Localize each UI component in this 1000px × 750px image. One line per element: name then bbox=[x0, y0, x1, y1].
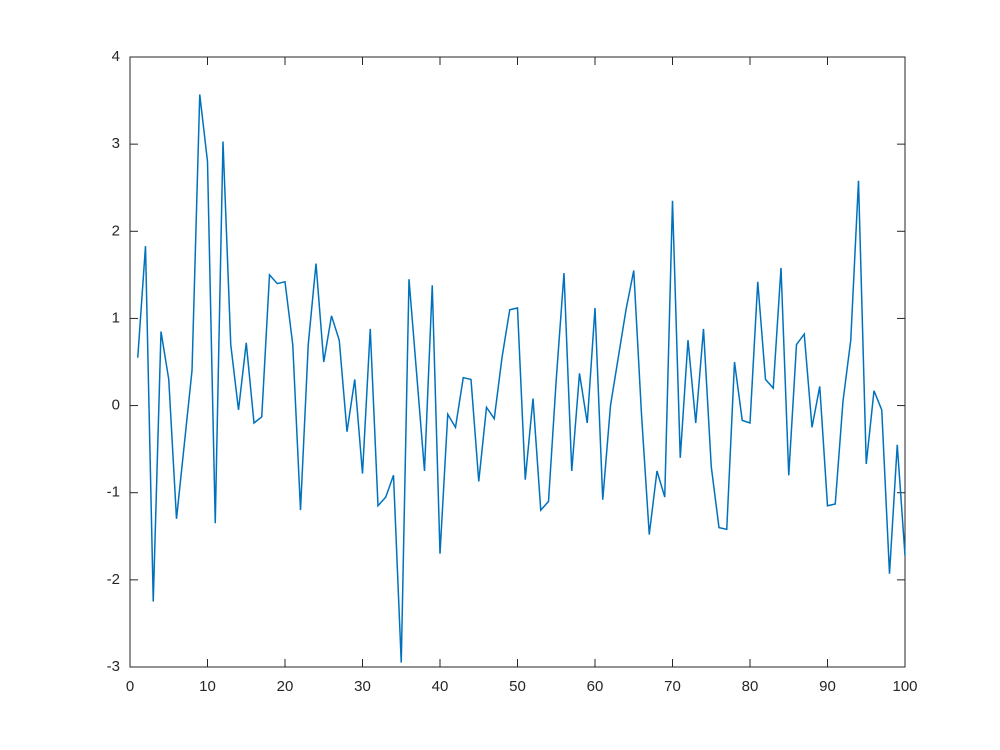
y-tick-label: 2 bbox=[112, 222, 120, 239]
x-tick-label: 40 bbox=[432, 678, 449, 695]
y-tick-label: 4 bbox=[112, 48, 120, 65]
x-tick-label: 0 bbox=[126, 678, 134, 695]
y-tick-label: 3 bbox=[112, 135, 120, 152]
x-tick-label: 80 bbox=[742, 678, 759, 695]
x-tick-label: 90 bbox=[819, 678, 836, 695]
y-tick-label: -1 bbox=[107, 484, 120, 501]
y-tick-label: -3 bbox=[107, 658, 120, 675]
y-tick-label: -2 bbox=[107, 571, 120, 588]
data-line bbox=[137, 94, 906, 663]
x-tick-label: 30 bbox=[354, 678, 371, 695]
y-tick-label: 0 bbox=[112, 397, 120, 414]
x-tick-label: 20 bbox=[277, 678, 294, 695]
x-tick-label: 70 bbox=[664, 678, 681, 695]
x-tick-label: 60 bbox=[587, 678, 604, 695]
x-tick-label: 100 bbox=[892, 678, 917, 695]
plot-box bbox=[129, 56, 906, 668]
x-tick-label: 50 bbox=[509, 678, 526, 695]
x-tick-label: 10 bbox=[199, 678, 216, 695]
y-tick-label: 1 bbox=[112, 309, 120, 326]
